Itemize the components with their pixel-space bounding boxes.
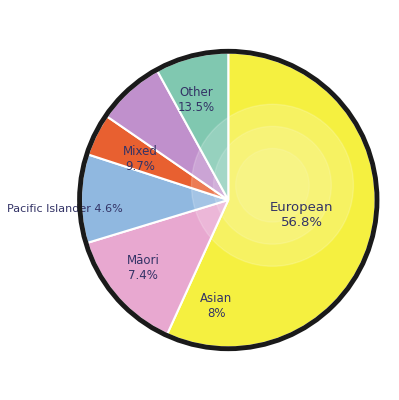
Text: Māori
7.4%: Māori 7.4% (126, 254, 159, 282)
Wedge shape (81, 154, 228, 243)
Wedge shape (157, 53, 228, 200)
Circle shape (192, 104, 354, 266)
Text: Asian
8%: Asian 8% (200, 292, 233, 320)
Wedge shape (107, 71, 228, 200)
Text: European
56.8%: European 56.8% (270, 201, 334, 229)
Wedge shape (88, 116, 228, 200)
Text: Pacific Islander 4.6%: Pacific Islander 4.6% (6, 204, 122, 214)
Circle shape (213, 126, 331, 244)
Wedge shape (87, 200, 228, 334)
Circle shape (236, 148, 309, 222)
Wedge shape (167, 53, 375, 347)
Text: Mixed
9.7%: Mixed 9.7% (122, 145, 157, 173)
Text: Other
13.5%: Other 13.5% (177, 86, 214, 114)
